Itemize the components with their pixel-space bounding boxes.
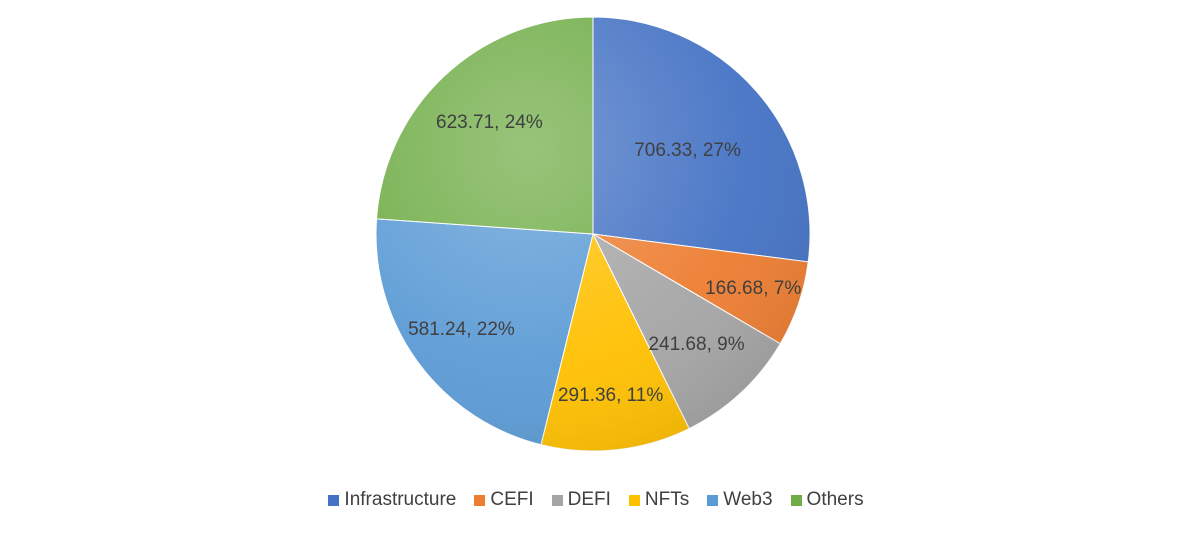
legend-label: CEFI (490, 489, 534, 510)
legend-label: Web3 (723, 489, 773, 510)
data-label-defi: 241.68, 9% (648, 334, 744, 355)
data-label-others: 623.71, 24% (436, 112, 543, 133)
legend-item-others: Others (790, 489, 864, 511)
data-label-web3: 581.24, 22% (408, 319, 515, 340)
chart-legend: Infrastructure CEFI DEFI NFTs Web3 Others (0, 489, 1192, 511)
legend-item-cefi: CEFI (474, 489, 534, 511)
legend-swatch (551, 494, 563, 506)
legend-label: Infrastructure (344, 489, 457, 510)
legend-swatch (474, 494, 486, 506)
legend-item-defi: DEFI (551, 489, 611, 511)
data-label-nfts: 291.36, 11% (558, 385, 663, 406)
legend-item-infrastructure: Infrastructure (328, 489, 456, 511)
legend-item-nfts: NFTs (628, 489, 690, 511)
legend-swatch (790, 494, 802, 506)
legend-label: NFTs (644, 489, 690, 510)
data-label-infrastructure: 706.33, 27% (634, 140, 741, 161)
legend-swatch (328, 494, 340, 506)
legend-swatch (628, 494, 640, 506)
legend-item-web3: Web3 (707, 489, 773, 511)
legend-label: Others (806, 489, 864, 510)
pie-data-labels: 706.33, 27% 166.68, 7% 241.68, 9% 291.36, 1… (408, 112, 801, 406)
legend-swatch (707, 494, 719, 506)
legend-label: DEFI (567, 489, 611, 510)
data-label-cefi: 166.68, 7% (705, 278, 801, 299)
